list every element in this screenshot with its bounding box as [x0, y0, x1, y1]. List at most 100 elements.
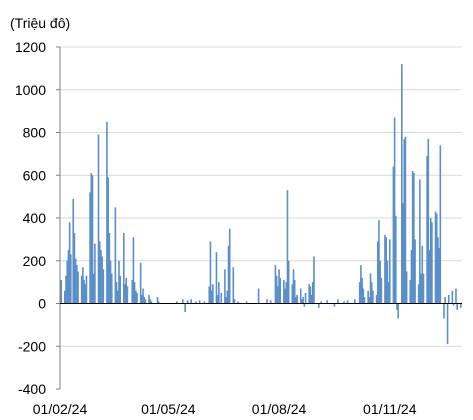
bar: [428, 250, 431, 304]
bar: [444, 297, 446, 304]
bar: [427, 138, 430, 304]
bar: [116, 290, 119, 304]
bar: [460, 303, 462, 308]
bar: [228, 228, 231, 304]
bar: [227, 245, 230, 304]
bar: [133, 282, 136, 304]
bar: [150, 301, 153, 304]
bar-series: [60, 64, 462, 345]
bar: [295, 297, 297, 304]
bar: [361, 277, 363, 304]
bar: [435, 213, 438, 304]
bar: [101, 256, 103, 304]
bar: [148, 294, 150, 304]
y-tick-label: -200: [18, 338, 46, 354]
bar: [451, 290, 454, 304]
bar: [379, 260, 381, 304]
bar: [84, 284, 87, 304]
x-tick-labels: 01/02/24 01/05/24 01/08/24 01/11/24: [33, 401, 417, 417]
bar: [360, 265, 362, 304]
bar: [455, 288, 457, 304]
bar: [296, 294, 298, 304]
bar: [362, 288, 365, 304]
y-unit-label: (Triệu đô): [10, 15, 70, 31]
bar: [313, 256, 315, 304]
bar: [245, 301, 248, 304]
bar: [429, 218, 432, 304]
bar: [422, 273, 425, 304]
bar: [452, 303, 455, 306]
bar: [106, 121, 108, 304]
bar: [413, 173, 415, 304]
bar: [392, 166, 395, 304]
bar: [299, 288, 302, 304]
bar: [387, 282, 390, 304]
bar: [124, 284, 126, 304]
bar: [135, 290, 137, 304]
bar: [367, 290, 369, 304]
bar: [401, 64, 403, 304]
bar: [266, 299, 268, 304]
bar: [107, 177, 109, 304]
bar: [420, 273, 422, 304]
bar: [100, 250, 102, 304]
bar: [181, 299, 184, 304]
bar: [456, 303, 458, 310]
bar: [421, 245, 424, 304]
bar: [384, 235, 386, 304]
bar: [119, 275, 121, 304]
bar: [65, 275, 67, 304]
bar: [291, 284, 294, 304]
bar: [311, 282, 314, 304]
bar: [269, 300, 272, 304]
bar: [419, 179, 421, 304]
bar: [417, 284, 420, 304]
bar: [141, 294, 143, 304]
bar: [126, 286, 129, 304]
bar: [91, 175, 94, 304]
bar: [144, 299, 147, 304]
y-tick-label: 600: [23, 167, 47, 183]
bar: [77, 271, 79, 304]
bar: [277, 286, 279, 304]
bar: [64, 290, 66, 304]
bar: [388, 239, 391, 304]
bar: [139, 262, 142, 304]
bar: [308, 284, 310, 304]
y-tick-label: 1000: [15, 82, 46, 98]
bar: [109, 260, 112, 304]
bar: [431, 222, 433, 304]
bar: [304, 292, 307, 304]
bar: [285, 282, 288, 304]
bar: [74, 258, 77, 304]
bar: [378, 220, 380, 304]
bar: [292, 269, 295, 304]
bar: [157, 301, 160, 304]
bar: [102, 269, 105, 304]
bar: [396, 303, 398, 310]
bar: [218, 282, 220, 304]
bar: [184, 303, 186, 313]
bar: [203, 301, 206, 304]
bar: [83, 279, 85, 304]
bar: [438, 247, 440, 304]
bar: [395, 215, 397, 304]
bar: [343, 301, 345, 304]
bar: [275, 275, 278, 304]
bar: [368, 297, 371, 304]
bar: [405, 271, 408, 304]
bar: [212, 284, 214, 304]
bar: [404, 136, 407, 304]
bar: [149, 299, 152, 304]
bar: [233, 299, 236, 304]
bar: [310, 294, 313, 304]
bar: [73, 232, 76, 304]
x-tick-label: 01/11/24: [363, 401, 417, 417]
bar: [114, 207, 117, 304]
bar: [67, 250, 70, 304]
axes: [56, 46, 462, 390]
bar: [358, 282, 361, 304]
bar: [92, 273, 95, 304]
bar: [446, 303, 449, 345]
